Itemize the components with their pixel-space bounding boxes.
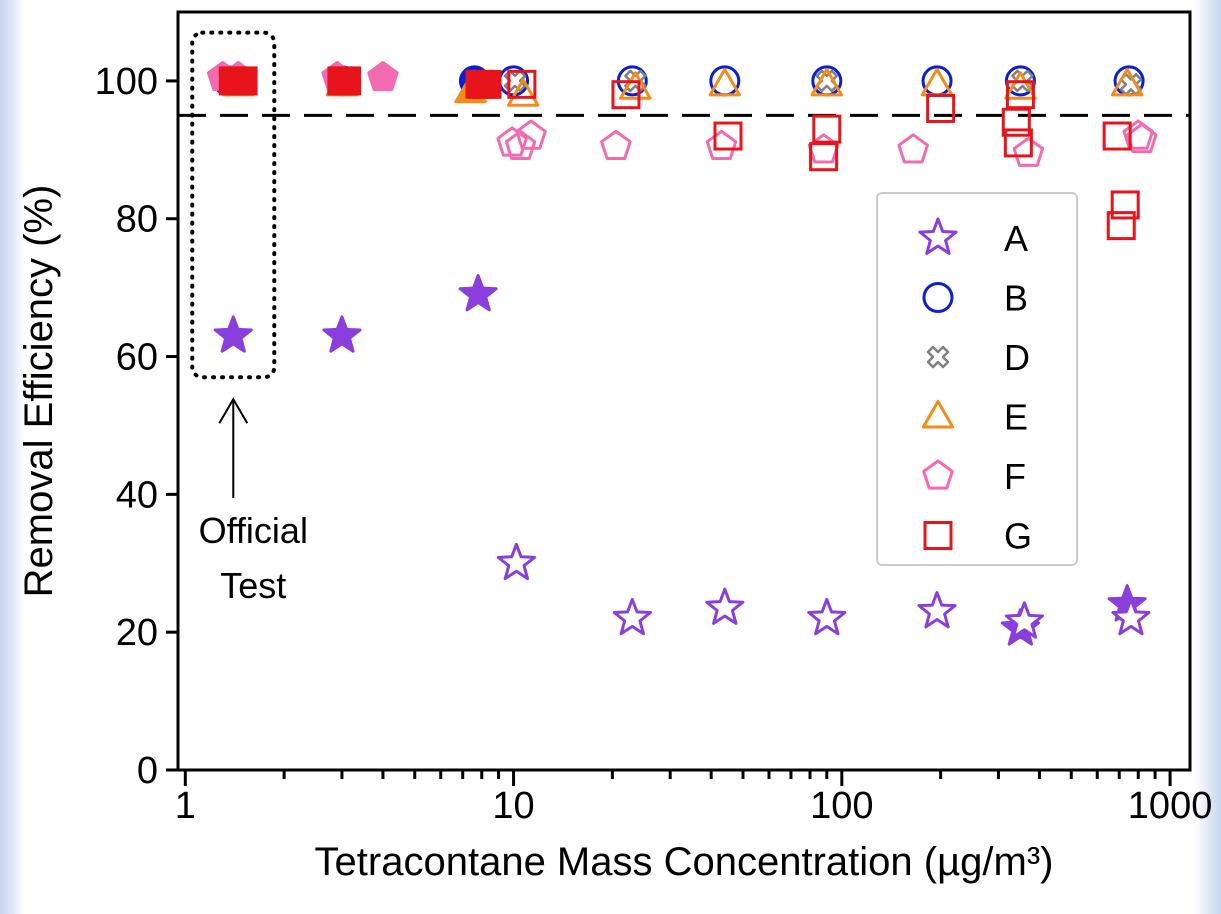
legend-label-f: F xyxy=(1004,456,1026,497)
point-a-2 xyxy=(458,274,498,312)
point-f-6 xyxy=(515,119,547,150)
y-tick-label: 20 xyxy=(116,612,158,654)
official-test-annotation: Official Test xyxy=(190,30,308,606)
legend-marker-g xyxy=(923,521,953,550)
point-g-3 xyxy=(332,66,362,96)
point-g-12 xyxy=(1001,107,1031,137)
point-e-3 xyxy=(507,78,540,107)
point-e-9 xyxy=(1110,67,1144,97)
x-tick-label: 10 xyxy=(492,785,534,827)
point-g-6 xyxy=(507,69,537,99)
point-g-15 xyxy=(1102,121,1132,151)
x-tick-label: 1000 xyxy=(1128,785,1213,827)
annotation-line-1: Official xyxy=(199,510,308,551)
legend-label-g: G xyxy=(1004,516,1032,557)
y-tick-label: 60 xyxy=(116,337,158,379)
point-f-10 xyxy=(897,133,929,164)
point-g-11 xyxy=(926,93,956,123)
legend-marker-d xyxy=(926,345,950,369)
official-test-arrowhead xyxy=(218,397,249,424)
point-g-9 xyxy=(809,142,839,172)
point-e-4 xyxy=(619,71,652,100)
point-f-3 xyxy=(367,61,399,92)
legend-marker-b xyxy=(922,282,954,313)
x-axis-ticks: 1 10 100 1000 xyxy=(175,770,1213,827)
annotation-line-2: Test xyxy=(220,565,286,606)
point-g-1 xyxy=(228,66,258,96)
point-g-8 xyxy=(713,121,743,151)
official-test-box xyxy=(190,30,277,380)
point-a-3 xyxy=(496,542,536,581)
y-axis-ticks: 0 20 40 60 80 100 xyxy=(95,61,178,792)
data-markers xyxy=(206,61,1158,646)
point-a-0 xyxy=(213,315,253,353)
legend-label-b: B xyxy=(1004,278,1028,319)
point-g-5 xyxy=(472,69,502,99)
point-a-4 xyxy=(612,597,652,636)
point-e-6 xyxy=(810,67,843,97)
x-tick-label: 100 xyxy=(810,785,873,827)
point-a-11 xyxy=(1111,597,1151,636)
point-g-14 xyxy=(1005,80,1035,110)
y-tick-label: 40 xyxy=(116,474,158,516)
point-a-6 xyxy=(807,597,847,636)
legend-marker-e xyxy=(921,400,955,429)
y-axis-label: Removal Efficiency (%) xyxy=(17,185,61,598)
point-g-17 xyxy=(1106,211,1136,241)
y-tick-label: 0 xyxy=(137,750,158,792)
y-tick-label: 100 xyxy=(95,61,158,103)
point-e-5 xyxy=(708,67,741,97)
point-g-16 xyxy=(1110,190,1140,220)
legend-marker-a xyxy=(918,217,958,255)
point-a-5 xyxy=(705,587,745,625)
point-e-8 xyxy=(1004,71,1037,100)
plot-frame xyxy=(176,10,1192,772)
point-g-10 xyxy=(812,114,842,144)
point-g-7 xyxy=(611,80,641,110)
legend-label-e: E xyxy=(1004,397,1028,438)
y-tick-label: 80 xyxy=(116,199,158,241)
point-a-7 xyxy=(917,591,957,629)
point-g-13 xyxy=(1003,128,1033,158)
legend-label-d: D xyxy=(1004,337,1030,378)
legend-label-a: A xyxy=(1004,218,1028,259)
x-axis-label: Tetracontane Mass Concentration (µg/m³) xyxy=(315,840,1054,884)
point-f-5 xyxy=(504,129,537,160)
point-d-6 xyxy=(1119,73,1143,96)
point-f-8 xyxy=(705,129,738,160)
legend-frame xyxy=(876,192,1078,566)
point-a-1 xyxy=(322,315,362,353)
legend-marker-f xyxy=(922,459,954,490)
x-tick-label: 1 xyxy=(175,785,196,827)
point-f-7 xyxy=(600,129,632,160)
point-f-11 xyxy=(1012,136,1045,167)
point-a-9 xyxy=(1004,601,1044,639)
